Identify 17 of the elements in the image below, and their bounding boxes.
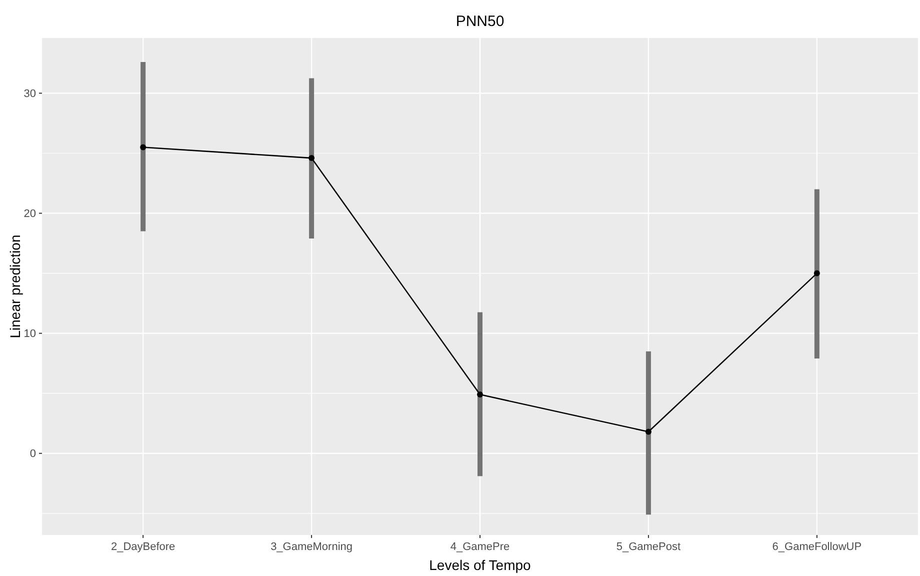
y-axis-title: Linear prediction bbox=[7, 234, 23, 338]
point bbox=[308, 155, 315, 162]
x-tick-label: 3_GameMorning bbox=[270, 541, 353, 553]
point bbox=[645, 428, 652, 435]
x-tick-label: 6_GameFollowUP bbox=[772, 541, 862, 553]
point bbox=[477, 392, 483, 398]
point bbox=[140, 144, 146, 150]
y-tick-label: 0 bbox=[30, 448, 36, 460]
x-axis-title: Levels of Tempo bbox=[429, 557, 532, 573]
y-tick-label: 20 bbox=[24, 208, 36, 220]
chart-title: PNN50 bbox=[456, 13, 504, 30]
x-tick-label: 2_DayBefore bbox=[110, 541, 176, 553]
y-tick-label: 10 bbox=[24, 328, 36, 340]
x-tick-label: 4_GamePre bbox=[450, 541, 510, 553]
point bbox=[814, 270, 820, 276]
y-tick-label: 30 bbox=[24, 88, 36, 100]
x-tick-label: 5_GamePost bbox=[616, 541, 681, 553]
